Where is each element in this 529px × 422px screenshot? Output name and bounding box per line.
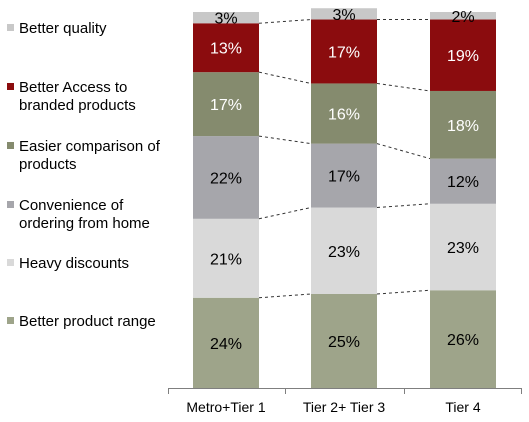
bar-better-quality-tier-2-tier-3 [311, 8, 377, 20]
bar-easier-comparison-of-products-tier-2-tier-3 [311, 83, 377, 144]
connector-line [258, 293, 312, 299]
legend-swatch-convenience-of-ordering-from-home [7, 201, 14, 208]
connector-line [258, 135, 312, 145]
legend-label-heavy-discounts: Heavy discounts [19, 255, 129, 272]
data-label-better-access-to-branded-products-tier-4: 19% [447, 48, 479, 65]
connector-line [376, 143, 431, 160]
bar-convenience-of-ordering-from-home-tier-4 [430, 158, 496, 204]
bar-convenience-of-ordering-from-home-metro-tier-1 [193, 136, 259, 219]
bars: 24% 21% 22% 17% 13% 3% 25% 23% 17% 16% 17% 3% 26% 23%… [193, 7, 496, 388]
bar-better-quality-tier-4 [430, 12, 496, 20]
connector-line [258, 71, 312, 84]
bar-better-product-range-tier-2-tier-3 [311, 294, 377, 388]
tick-label-tier-2-tier-3: Tier 2+ Tier 3 [303, 399, 386, 415]
data-label-better-quality-metro-tier-1: 3% [214, 11, 237, 28]
bar-better-access-to-branded-products-tier-2-tier-3 [311, 19, 377, 84]
bar-heavy-discounts-tier-4 [430, 203, 496, 291]
legend-label-easier-comparison-of-products: Easier comparison of products [19, 138, 161, 173]
connector-line [258, 207, 312, 220]
bar-heavy-discounts-tier-2-tier-3 [311, 207, 377, 294]
legend-swatch-better-product-range [7, 317, 14, 324]
legend-swatch-better-access-to-branded-products [7, 83, 14, 90]
bar-heavy-discounts-metro-tier-1 [193, 218, 259, 298]
data-label-convenience-of-ordering-from-home-metro-tier-1: 22% [210, 170, 242, 187]
data-label-better-access-to-branded-products-tier-2-tier-3: 17% [328, 44, 360, 61]
bar-better-quality-metro-tier-1 [193, 12, 259, 24]
x-axis: Metro+Tier 1 Tier 2+ Tier 3 Tier 4 [168, 388, 522, 415]
legend-label-better-product-range: Better product range [19, 313, 156, 330]
data-label-better-product-range-metro-tier-1: 24% [210, 336, 242, 353]
data-label-convenience-of-ordering-from-home-tier-2-tier-3: 17% [328, 169, 360, 186]
data-label-better-access-to-branded-products-metro-tier-1: 13% [210, 41, 242, 58]
data-label-better-product-range-tier-2-tier-3: 25% [328, 334, 360, 351]
legend-label-convenience-of-ordering-from-home: Convenience of ordering from home [19, 197, 150, 232]
legend-swatch-easier-comparison-of-products [7, 142, 14, 149]
tick-label-tier-4: Tier 4 [445, 399, 480, 415]
bar-better-access-to-branded-products-metro-tier-1 [193, 23, 259, 73]
legend-label-better-quality: Better quality [19, 20, 107, 37]
data-label-convenience-of-ordering-from-home-tier-4: 12% [447, 174, 479, 191]
data-label-easier-comparison-of-products-metro-tier-1: 17% [210, 97, 242, 114]
series-connector-lines [258, 19, 431, 299]
data-label-heavy-discounts-tier-2-tier-3: 23% [328, 244, 360, 261]
legend-label-better-access-to-branded-products: Better Access to branded products [19, 79, 136, 114]
bar-convenience-of-ordering-from-home-tier-2-tier-3 [311, 143, 377, 208]
data-label-heavy-discounts-tier-4: 23% [447, 240, 479, 257]
data-label-easier-comparison-of-products-tier-4: 18% [447, 118, 479, 135]
connector-line [376, 289, 431, 295]
legend-swatch-better-quality [7, 24, 14, 31]
bar-better-product-range-metro-tier-1 [193, 297, 259, 388]
connector-line [376, 82, 431, 92]
data-label-better-product-range-tier-4: 26% [447, 332, 479, 349]
data-label-better-quality-tier-4: 2% [451, 9, 474, 26]
tick-label-metro-tier-1: Metro+Tier 1 [186, 399, 265, 415]
legend-swatch-heavy-discounts [7, 259, 14, 266]
legend: Better quality Better Access to branded pr… [7, 20, 161, 330]
bar-easier-comparison-of-products-metro-tier-1 [193, 72, 259, 137]
bar-easier-comparison-of-products-tier-4 [430, 90, 496, 159]
data-label-better-quality-tier-2-tier-3: 3% [332, 7, 355, 24]
connector-line [376, 203, 431, 209]
data-label-heavy-discounts-metro-tier-1: 21% [210, 251, 242, 268]
bar-better-access-to-branded-products-tier-4 [430, 19, 496, 91]
data-label-easier-comparison-of-products-tier-2-tier-3: 16% [328, 107, 360, 124]
bar-better-product-range-tier-4 [430, 290, 496, 388]
connector-line [258, 19, 312, 24]
